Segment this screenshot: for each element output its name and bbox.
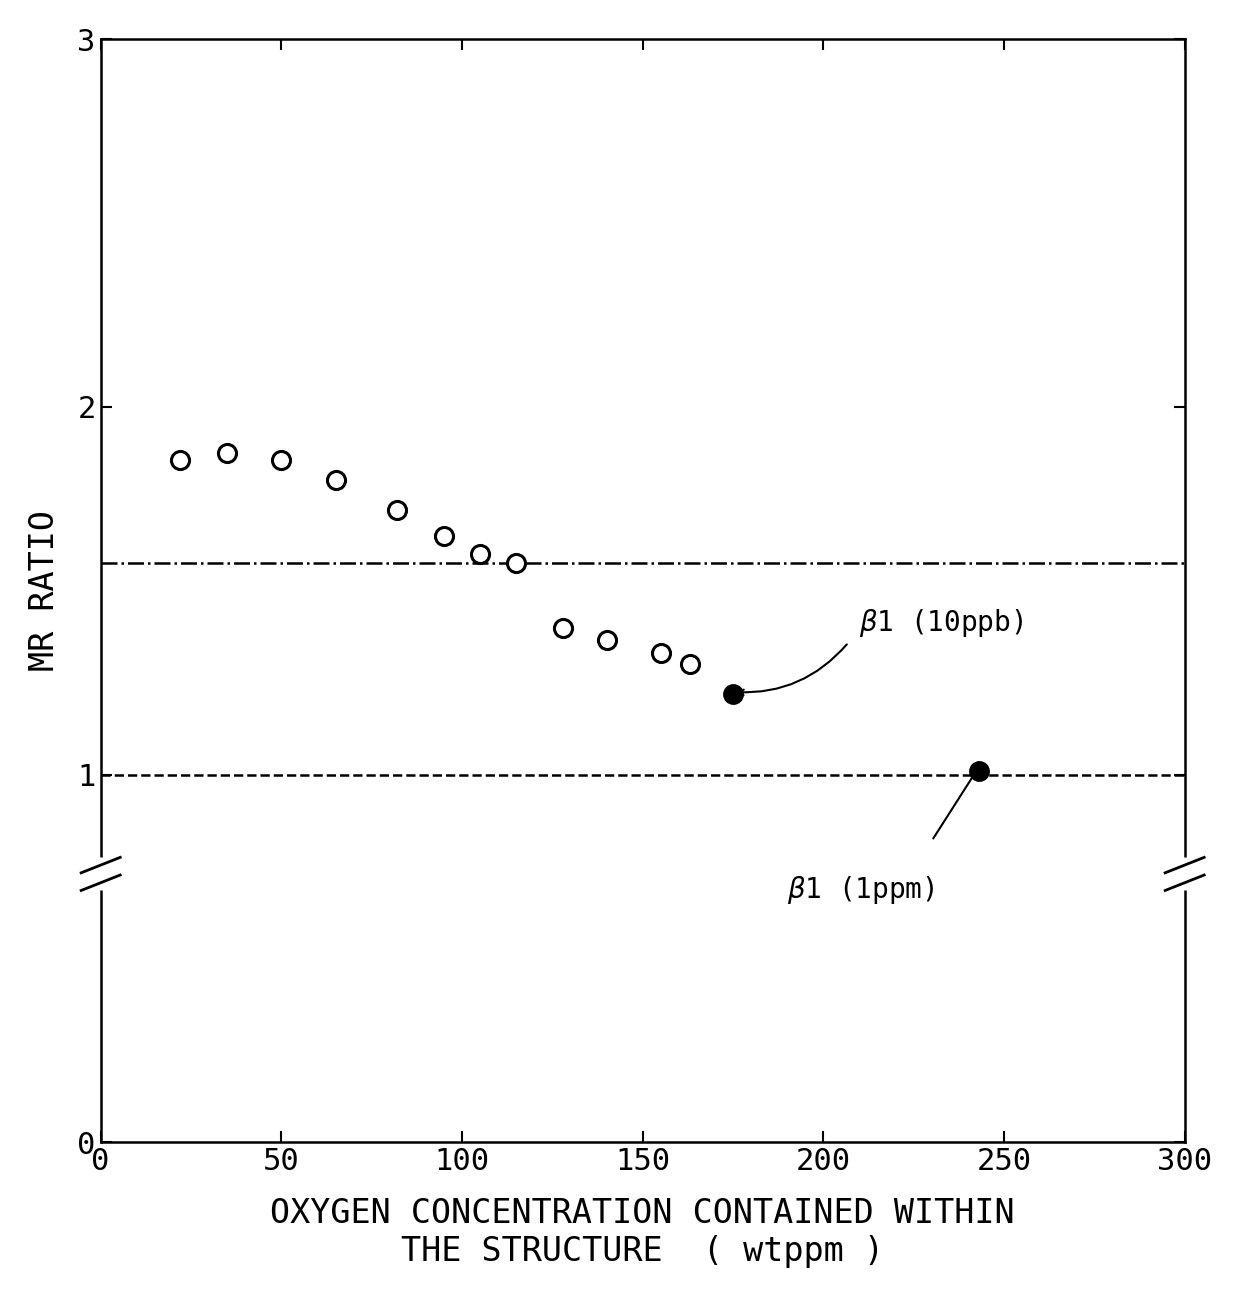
Text: $\beta$1 (1ppm): $\beta$1 (1ppm) (787, 874, 935, 906)
Y-axis label: MR RATIO: MR RATIO (27, 511, 61, 671)
Text: $\beta$1 (10ppb): $\beta$1 (10ppb) (859, 607, 1024, 639)
X-axis label: OXYGEN CONCENTRATION CONTAINED WITHIN
THE STRUCTURE  ( wtppm ): OXYGEN CONCENTRATION CONTAINED WITHIN TH… (270, 1198, 1016, 1269)
